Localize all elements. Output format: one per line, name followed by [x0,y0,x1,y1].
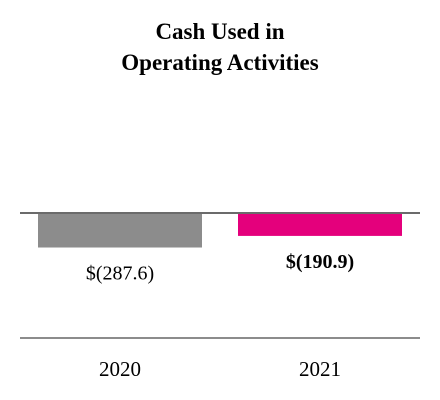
data-label-2021: $(190.9) [286,251,354,273]
chart-title-line-1: Cash Used in [155,19,285,44]
bar-2020 [38,213,202,248]
category-label-2021: 2021 [299,357,341,381]
bars-group [38,213,402,248]
category-label-2020: 2020 [99,357,141,381]
chart-title: Cash Used in Operating Activities [0,16,440,78]
data-label-2020: $(287.6) [86,263,154,285]
chart-title-line-2: Operating Activities [121,50,319,75]
category-labels-group: 2020 2021 [99,357,341,381]
bar-2021 [238,213,402,236]
data-labels-group: $(287.6) $(190.9) [86,251,354,285]
